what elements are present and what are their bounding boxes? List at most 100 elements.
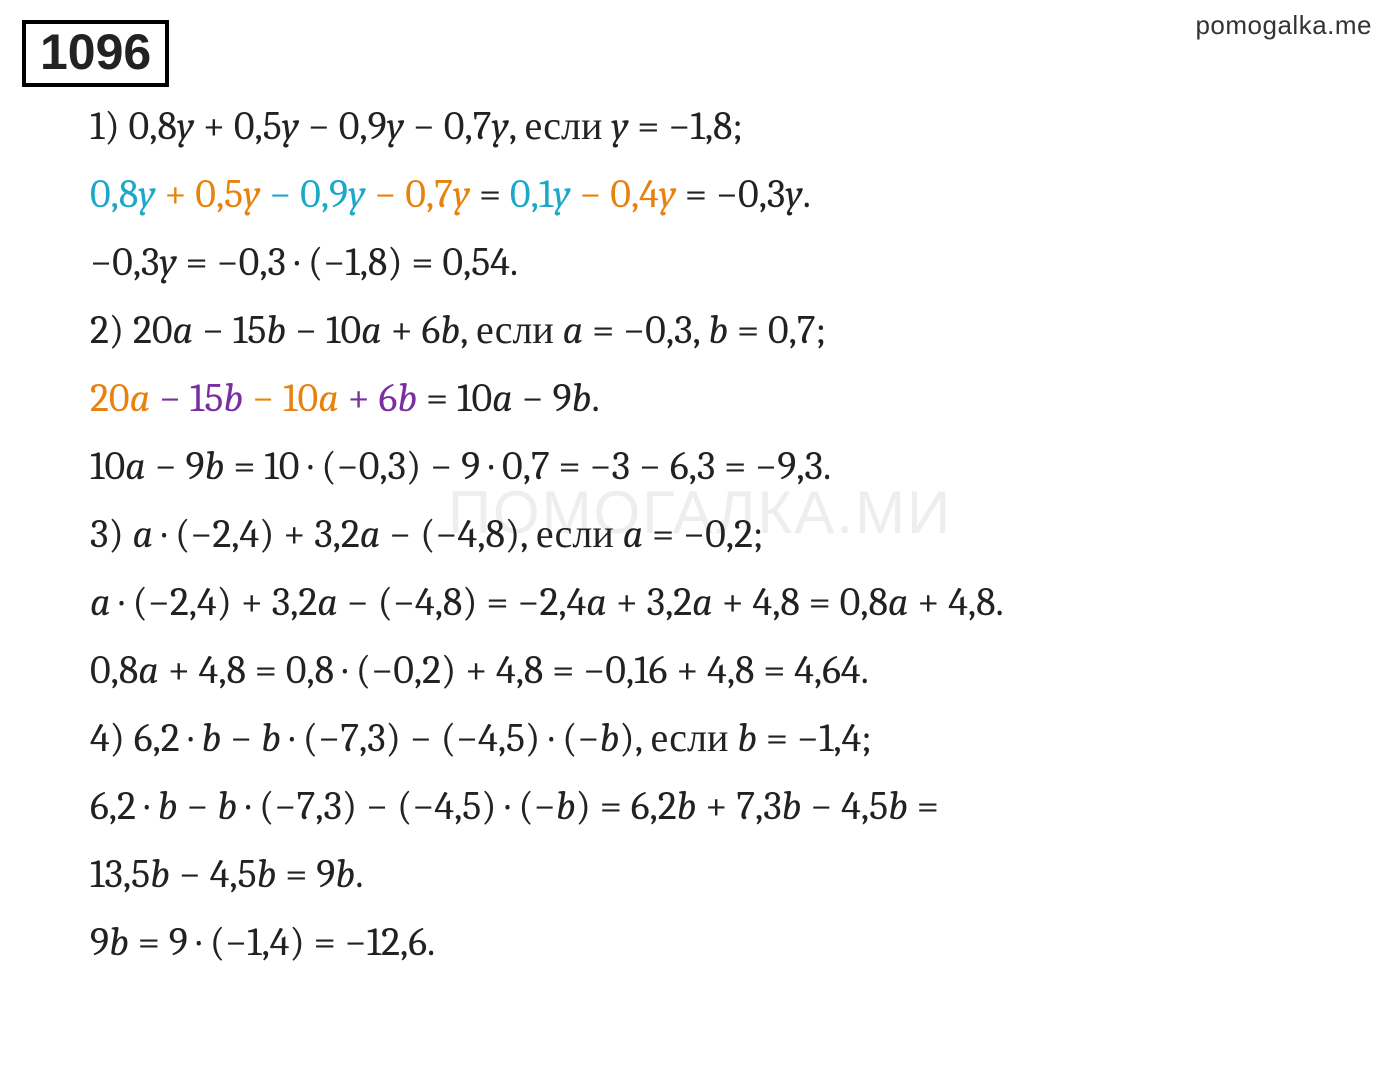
text-segment: − (−4,8) = −2,4 <box>338 579 586 625</box>
text-segment: y <box>177 103 194 149</box>
text-segment: , если <box>509 103 611 149</box>
text-segment: y <box>611 103 628 149</box>
text-segment: b <box>261 715 281 761</box>
text-segment: − <box>221 715 261 761</box>
text-segment: − (−4,8), если <box>380 511 622 557</box>
text-segment: b <box>150 851 170 897</box>
line-5: 20a − 15b − 10a + 6b = 10a − 9b. <box>90 378 1372 418</box>
line-1: 1) 0,8y + 0,5y − 0,9y − 0,7y, если y = −… <box>90 106 1372 146</box>
text-segment: b <box>205 443 225 489</box>
text-segment: 1) 0,8 <box>90 103 177 149</box>
text-segment: . <box>355 851 363 897</box>
text-segment: a <box>318 375 339 421</box>
line-8: a · (−2,4) + 3,2a − (−4,8) = −2,4a + 3,2… <box>90 582 1372 622</box>
text-segment: a <box>586 579 607 625</box>
text-segment: y <box>243 171 260 217</box>
text-segment: = 10 · (−0,3) − 9 · 0,7 = −3 − 6,3 = −9,… <box>225 443 832 489</box>
line-12: 13,5b − 4,5b = 9b. <box>90 854 1372 894</box>
text-segment: a <box>133 511 154 557</box>
text-segment: + 7,3 <box>696 783 781 829</box>
text-segment: b <box>217 783 237 829</box>
text-segment: b <box>266 307 286 353</box>
text-segment: · (−7,3) − (−4,5) · (− <box>281 715 600 761</box>
text-segment: ) = 6,2 <box>576 783 677 829</box>
solution-content: 1) 0,8y + 0,5y − 0,9y − 0,7y, если y = −… <box>90 106 1372 990</box>
text-segment: = −0,2; <box>643 511 763 557</box>
text-segment: − 15 <box>150 375 223 421</box>
text-segment: + 0,5 <box>194 103 282 149</box>
text-segment: 0,1 <box>510 171 553 217</box>
text-segment: b <box>257 851 277 897</box>
text-segment: + 0,5 <box>156 171 244 217</box>
line-10: 4) 6,2 · b − b · (−7,3) − (−4,5) · (−b),… <box>90 718 1372 758</box>
text-segment: b <box>335 851 355 897</box>
text-segment: − 4,5 <box>801 783 888 829</box>
text-segment: y <box>491 103 508 149</box>
line-2: 0,8y + 0,5y − 0,9y − 0,7y = 0,1y − 0,4y … <box>90 174 1372 214</box>
text-segment: + 3,2 <box>607 579 692 625</box>
text-segment: a <box>360 511 381 557</box>
text-segment: 0,8 <box>90 171 138 217</box>
text-segment: = <box>908 783 939 829</box>
text-segment: y <box>282 103 299 149</box>
text-segment: a <box>138 647 159 693</box>
line-7: 3) a · (−2,4) + 3,2a − (−4,8), если a = … <box>90 514 1372 554</box>
text-segment: · (−2,4) + 3,2 <box>153 511 360 557</box>
text-segment: a <box>492 375 513 421</box>
text-segment: + 4,8 = 0,8 · (−0,2) + 4,8 = −0,16 + 4,8… <box>159 647 869 693</box>
text-segment: y <box>387 103 404 149</box>
text-segment: a <box>563 307 584 353</box>
text-segment: a <box>888 579 909 625</box>
text-segment: − 9 <box>146 443 205 489</box>
text-segment: + 6 <box>382 307 441 353</box>
text-segment: = −1,8; <box>628 103 743 149</box>
text-segment: 13,5 <box>90 851 150 897</box>
text-segment: b <box>397 375 417 421</box>
text-segment: − 15 <box>193 307 266 353</box>
text-segment: b <box>782 783 802 829</box>
text-segment: ), если <box>619 715 737 761</box>
text-segment: a <box>692 579 713 625</box>
text-segment: = 0,7; <box>728 307 826 353</box>
text-segment: a <box>623 511 644 557</box>
text-segment: = 10 <box>417 375 492 421</box>
text-segment: = −1,4; <box>757 715 872 761</box>
text-segment: y <box>159 239 176 285</box>
text-segment: = −0,3, <box>583 307 708 353</box>
text-segment: − <box>178 783 218 829</box>
text-segment: = 9 <box>276 851 335 897</box>
text-segment: 3) <box>90 511 133 557</box>
text-segment: b <box>223 375 243 421</box>
text-segment: 9 <box>90 919 109 965</box>
text-segment: b <box>556 783 576 829</box>
text-segment: a <box>90 579 111 625</box>
text-segment: − 0,7 <box>404 103 491 149</box>
problem-number: 1096 <box>22 20 169 87</box>
text-segment: b <box>572 375 592 421</box>
text-segment: = <box>470 171 510 217</box>
text-segment: + 4,8. <box>908 579 1003 625</box>
text-segment: y <box>785 171 802 217</box>
text-segment: − 0,4 <box>571 171 659 217</box>
text-segment: b <box>158 783 178 829</box>
text-segment: − 0,9 <box>260 171 348 217</box>
line-6: 10a − 9b = 10 · (−0,3) − 9 · 0,7 = −3 − … <box>90 446 1372 486</box>
text-segment: = −0,3 <box>676 171 785 217</box>
text-segment: b <box>888 783 908 829</box>
text-segment: − 0,7 <box>365 171 452 217</box>
text-segment: b <box>737 715 757 761</box>
text-segment: a <box>173 307 194 353</box>
text-segment: b <box>109 919 129 965</box>
text-segment: + 6 <box>339 375 398 421</box>
line-11: 6,2 · b − b · (−7,3) − (−4,5) · (−b) = 6… <box>90 786 1372 826</box>
text-segment: a <box>125 443 146 489</box>
text-segment: y <box>659 171 676 217</box>
text-segment: · (−7,3) − (−4,5) · (− <box>237 783 556 829</box>
text-segment: b <box>708 307 728 353</box>
text-segment: = −0,3 · (−1,8) = 0,54. <box>177 239 518 285</box>
text-segment: − 10 <box>243 375 318 421</box>
text-segment: . <box>803 171 811 217</box>
text-segment: y <box>348 171 365 217</box>
text-segment: 0,8 <box>90 647 138 693</box>
text-segment: − 10 <box>286 307 361 353</box>
